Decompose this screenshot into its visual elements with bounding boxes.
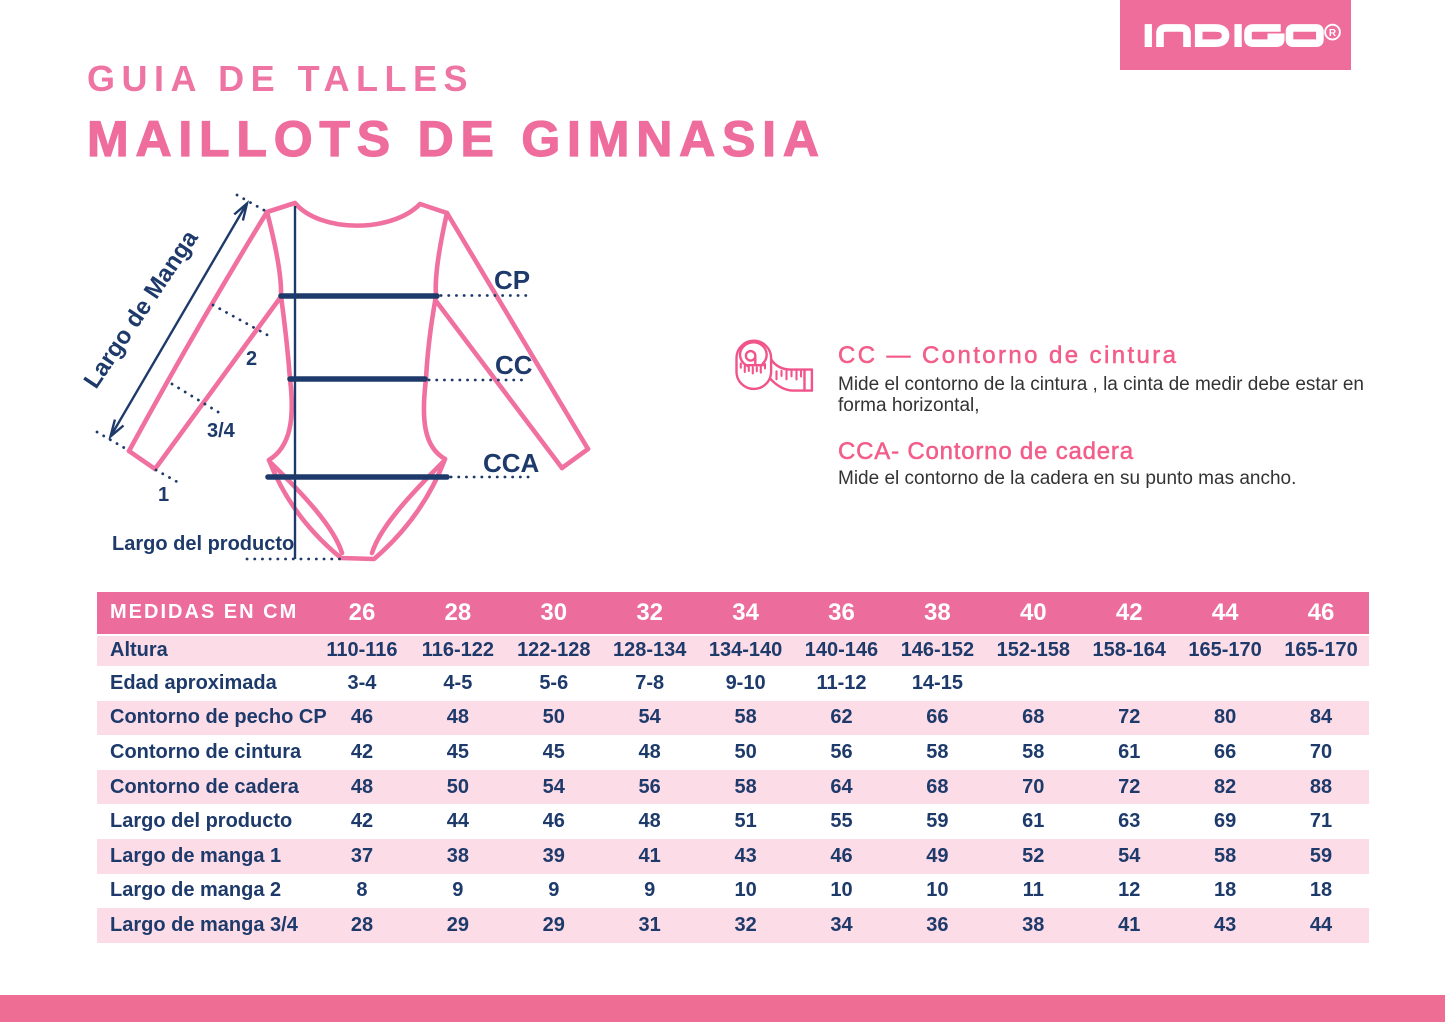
svg-text:CCA: CCA — [483, 448, 540, 478]
svg-text:CC: CC — [495, 350, 533, 380]
svg-text:3/4: 3/4 — [207, 420, 236, 442]
svg-text:2: 2 — [246, 348, 257, 370]
svg-text:R: R — [1329, 28, 1337, 39]
svg-text:CP: CP — [494, 265, 530, 295]
svg-text:Largo del producto: Largo del producto — [112, 533, 294, 555]
svg-text:1: 1 — [158, 484, 169, 506]
